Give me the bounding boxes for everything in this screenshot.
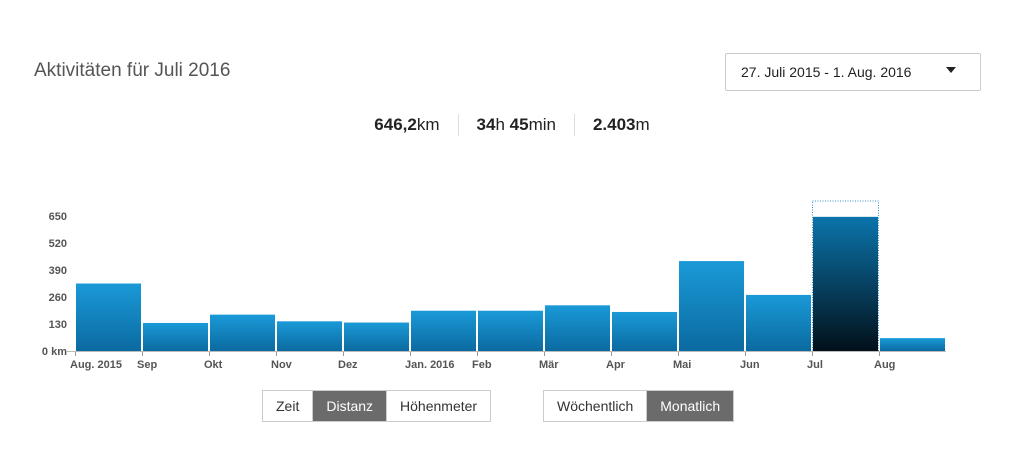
bar-aug-2015 <box>76 283 141 351</box>
x-tick-label: Aug. 2015 <box>70 359 122 371</box>
stat-elevation-unit: m <box>635 115 650 134</box>
period-monthly-button[interactable]: Monatlich <box>647 391 734 421</box>
bar-feb <box>478 310 543 351</box>
stat-hours-value: 34 <box>476 115 496 134</box>
x-tick-label: Okt <box>204 359 223 371</box>
bar-mär <box>545 305 610 351</box>
period-weekly-button[interactable]: Wöchentlich <box>544 391 648 421</box>
y-tick-label: 260 <box>49 292 67 304</box>
bar-mai <box>679 261 744 351</box>
bar-sep <box>143 322 208 351</box>
stat-distance: 646,2km <box>356 114 457 136</box>
stat-elevation: 2.403m <box>573 114 668 136</box>
metric-toggle-group: Zeit Distanz Höhenmeter <box>262 390 492 422</box>
selected-month-outline <box>812 200 879 352</box>
x-tick-label: Mär <box>539 359 559 371</box>
bar-jul <box>813 216 878 351</box>
metric-zeit-button[interactable]: Zeit <box>263 391 314 421</box>
period-toggle-group: Wöchentlich Monatlich <box>543 390 735 422</box>
stat-distance-value: 646,2 <box>374 115 417 134</box>
x-tick-label: Dez <box>338 359 358 371</box>
bar-apr <box>612 311 677 351</box>
x-tick-label: Apr <box>606 359 626 371</box>
date-range-dropdown[interactable]: 27. Juli 2015 - 1. Aug. 2016 <box>725 53 981 91</box>
y-tick-label: 650 <box>49 211 67 223</box>
x-tick-label: Jul <box>807 359 823 371</box>
page-title: Aktivitäten für Juli 2016 <box>34 60 231 81</box>
metric-hoehenmeter-button[interactable]: Höhenmeter <box>387 391 491 421</box>
y-tick-label: 130 <box>49 319 67 331</box>
stat-elevation-value: 2.403 <box>592 115 636 134</box>
y-tick-label: 0 km <box>42 346 67 358</box>
y-tick-label: 520 <box>49 238 67 250</box>
bar-okt <box>210 314 275 351</box>
x-tick-label: Jan. 2016 <box>405 359 455 371</box>
stat-minutes-unit: min <box>528 115 556 134</box>
bar-aug <box>880 338 945 351</box>
summary-stats: 646,2km 34h 45min 2.403m <box>0 114 1024 136</box>
date-range-label: 27. Juli 2015 - 1. Aug. 2016 <box>741 64 912 80</box>
bar-nov <box>277 321 342 351</box>
metric-distanz-button[interactable]: Distanz <box>313 391 388 421</box>
bar-jun <box>746 294 811 351</box>
x-tick-label: Feb <box>472 359 492 371</box>
bar-jan-2016 <box>411 310 476 351</box>
x-tick-label: Aug <box>874 359 895 371</box>
stat-distance-unit: km <box>416 115 440 134</box>
stat-minutes-value: 45 <box>509 115 529 134</box>
stat-hours-unit: h <box>495 115 505 134</box>
x-tick-label: Jun <box>740 359 760 371</box>
caret-down-icon <box>946 67 956 73</box>
stat-time: 34h 45min <box>457 114 574 136</box>
bar-dez <box>344 322 409 351</box>
x-tick-label: Mai <box>673 359 691 371</box>
x-tick-label: Nov <box>271 359 293 371</box>
x-tick-label: Sep <box>137 359 157 371</box>
y-tick-label: 390 <box>49 265 67 277</box>
